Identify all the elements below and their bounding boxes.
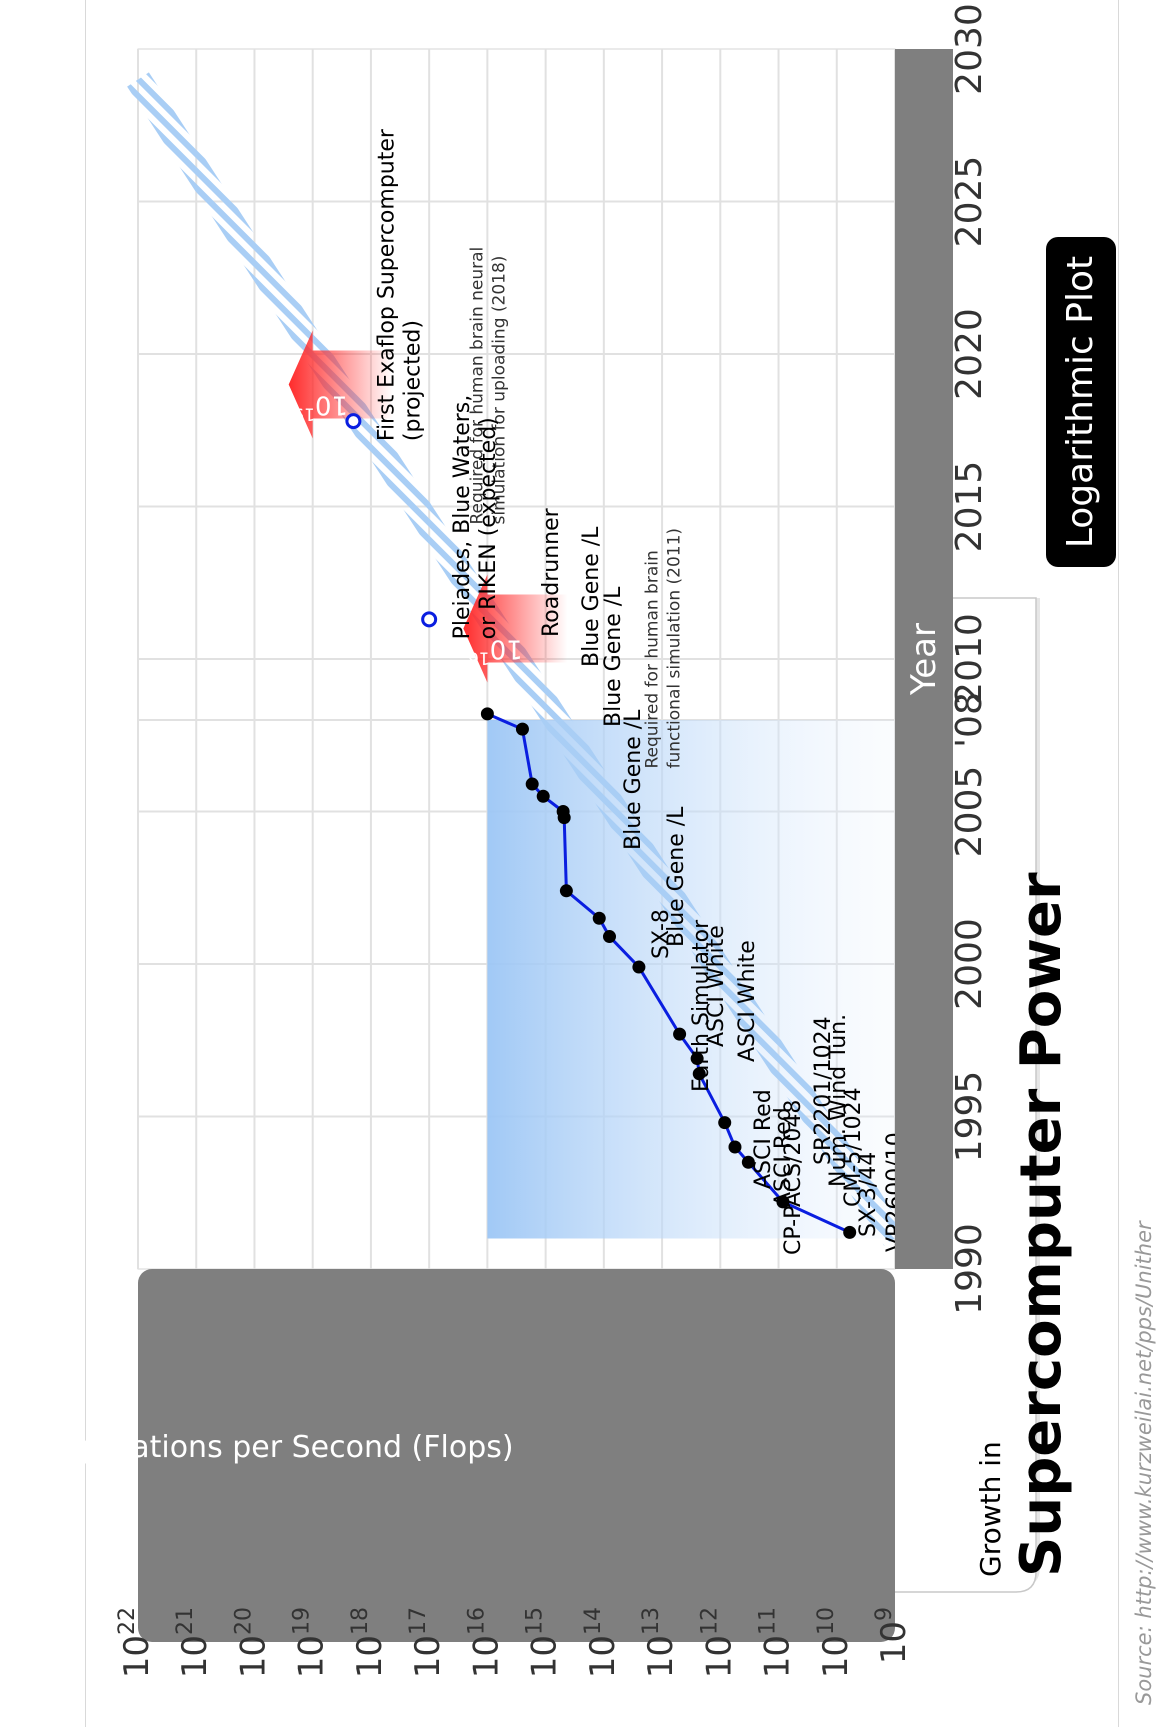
series-point bbox=[776, 1195, 790, 1209]
series-point bbox=[602, 930, 616, 944]
x-tick-label: 2000 bbox=[949, 918, 990, 1010]
y-axis-title: Floating-Point Operations per Second (Fl… bbox=[0, 1430, 514, 1465]
page-guide-left bbox=[85, 0, 86, 1727]
pre-title: Growth in bbox=[974, 1441, 1007, 1577]
series-point-label: Num. Wind Tun. bbox=[826, 1014, 851, 1187]
series-point-label: ASCI White bbox=[704, 925, 729, 1047]
series-point bbox=[718, 1116, 732, 1130]
series-point-label: ASCI Red bbox=[771, 1107, 796, 1207]
series-point bbox=[536, 789, 550, 803]
x-tick-label: '08 bbox=[949, 692, 990, 748]
logarithmic-badge-label: Logarithmic Plot bbox=[1060, 256, 1101, 548]
series-point bbox=[480, 707, 494, 721]
series-point-label: Blue Gene /L bbox=[579, 526, 604, 667]
y-axis-band bbox=[138, 1269, 895, 1642]
x-tick-label: 2020 bbox=[949, 308, 990, 400]
series-point bbox=[592, 911, 606, 925]
series-point bbox=[556, 805, 570, 818]
series-point-label: Blue Gene /L bbox=[621, 709, 646, 850]
shaded-region bbox=[487, 720, 895, 1239]
projected-point-label: Pleiades, Blue Waters,or RIKEN (expected… bbox=[450, 395, 501, 640]
y-tick-label: 1014 bbox=[581, 1607, 623, 1678]
y-tick-label: 1021 bbox=[173, 1607, 215, 1678]
y-tick-label: 109 bbox=[872, 1607, 914, 1664]
projected-point bbox=[421, 611, 438, 628]
page-guide-right bbox=[1118, 0, 1119, 1727]
series-point bbox=[673, 1027, 687, 1041]
x-axis-band bbox=[895, 49, 953, 1269]
series-point bbox=[632, 960, 646, 974]
threshold-marker-1: 1016 bbox=[463, 574, 568, 683]
series-point-label: SX-8 bbox=[649, 909, 674, 959]
series-point-label: Blue Gene /L bbox=[601, 586, 626, 727]
threshold-arrow bbox=[288, 330, 393, 439]
series-point-label: Blue Gene /L bbox=[664, 806, 689, 947]
page-title: Supercomputer Power bbox=[1009, 872, 1074, 1577]
projected-point-label: First Exaflop Supercomputer(projected) bbox=[374, 128, 425, 441]
series-point bbox=[741, 1155, 755, 1169]
x-tick-label: 2015 bbox=[949, 461, 990, 553]
series-point bbox=[692, 1067, 706, 1081]
x-axis-title: Year bbox=[904, 623, 944, 696]
series-point bbox=[559, 884, 573, 898]
threshold-note: Required for human brain neural simulatio… bbox=[468, 247, 510, 525]
threshold-arrow bbox=[463, 574, 568, 683]
threshold-note: Required for human brain functional simul… bbox=[642, 528, 684, 769]
series-point-label: CP-PACS/2048 bbox=[781, 1100, 806, 1255]
series-point bbox=[525, 777, 539, 791]
series-point-label: ASCI White bbox=[735, 940, 760, 1062]
threshold-label: 1019 bbox=[293, 390, 348, 424]
x-tick-label: 2010 bbox=[949, 613, 990, 705]
x-tick-label: 2005 bbox=[949, 766, 990, 858]
x-tick-label: 1990 bbox=[949, 1223, 990, 1315]
series-point-label: SX-3/44 bbox=[856, 1152, 881, 1237]
x-tick-label: 1995 bbox=[949, 1071, 990, 1163]
series-point-label: Roadrunner bbox=[539, 507, 564, 637]
series-point bbox=[728, 1140, 742, 1154]
y-tick-label: 1016 bbox=[464, 1607, 506, 1678]
projected-point bbox=[345, 413, 362, 430]
series-point-label: CM-5/1024 bbox=[841, 1087, 866, 1207]
series-point bbox=[690, 1052, 704, 1066]
series-point-label: ASCI Red bbox=[751, 1089, 776, 1189]
x-tick-label: 2025 bbox=[949, 156, 990, 248]
x-tick-label: 2030 bbox=[949, 3, 990, 95]
threshold-marker-2: 1019 bbox=[288, 330, 393, 439]
y-tick-label: 1012 bbox=[697, 1607, 739, 1678]
source-credit: Source: http://www.kurzweilai.net/pps/Un… bbox=[1132, 1221, 1156, 1705]
series-point-label: SR2201/1024 bbox=[811, 1016, 836, 1165]
logarithmic-badge bbox=[1046, 237, 1116, 567]
series-point bbox=[515, 722, 529, 736]
series-point bbox=[843, 1225, 857, 1239]
series-point-label: Earth Simulator bbox=[689, 919, 714, 1092]
